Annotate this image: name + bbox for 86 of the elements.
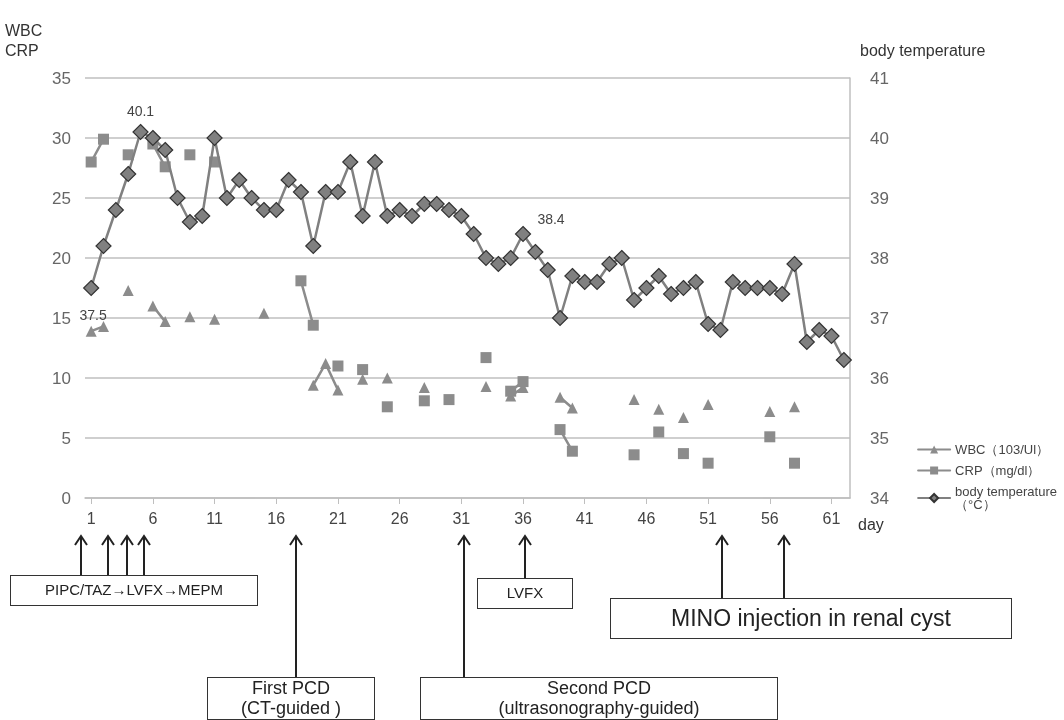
x-tick-label: 36 [514, 509, 533, 527]
point [505, 385, 517, 397]
point [702, 457, 714, 469]
y2-tick-label: 39 [870, 188, 889, 208]
x-axis-title: day [858, 515, 884, 533]
x-tick-label: 46 [637, 509, 656, 527]
point [258, 307, 270, 319]
point [788, 457, 800, 469]
point [147, 300, 159, 312]
point [566, 445, 578, 457]
y-tick-label: 5 [61, 428, 71, 448]
x-tick-label: 41 [575, 509, 594, 527]
y-tick-label: 15 [52, 308, 71, 328]
x-tick-label: 16 [267, 509, 286, 527]
point [307, 319, 319, 331]
y2-tick-label: 38 [870, 248, 889, 268]
x-tick-label: 56 [760, 509, 779, 527]
y2-tick-label: 36 [870, 368, 889, 388]
point [209, 313, 221, 325]
text: LVFX [477, 578, 573, 609]
text: PIPC/TAZ→LVFX→MEPM [10, 575, 258, 606]
point [98, 133, 110, 145]
y2-tick-label: 37 [870, 308, 889, 328]
point [702, 398, 714, 410]
point [184, 311, 196, 323]
x-tick-label: 26 [390, 509, 409, 527]
legend-label: CRP（mg/dl） [955, 463, 1041, 478]
point [332, 384, 344, 396]
point [554, 424, 566, 436]
point [85, 156, 97, 168]
y-tick-label: 35 [52, 68, 71, 88]
point [653, 403, 665, 415]
y-axis-title: WBC CRP [5, 21, 43, 59]
point [418, 395, 430, 407]
y2-tick-label: 34 [870, 488, 889, 508]
point [653, 426, 665, 438]
point [764, 406, 776, 418]
x-tick-label: 1 [86, 509, 96, 527]
data-label: 38.4 [537, 210, 565, 227]
point [443, 394, 455, 406]
point [332, 360, 344, 372]
x-tick-label: 11 [206, 509, 223, 527]
y-tick-label: 30 [52, 128, 71, 148]
point [554, 391, 566, 403]
y2-tick-label: 40 [870, 128, 889, 148]
y2-tick-label: 35 [870, 428, 889, 448]
y-tick-label: 25 [52, 188, 71, 208]
point [122, 284, 134, 296]
point [418, 382, 430, 394]
x-tick-label: 31 [452, 509, 471, 527]
x-tick-label: 61 [822, 509, 841, 527]
data-label: 40.1 [126, 102, 155, 119]
point [159, 316, 171, 328]
y2-tick-label: 41 [870, 68, 889, 88]
legend-label: WBC（103/Ul） [955, 442, 1050, 457]
point [184, 149, 196, 161]
point [566, 402, 578, 414]
point [480, 352, 492, 364]
point [98, 320, 110, 332]
point [357, 364, 369, 376]
data-label: 37.5 [79, 307, 108, 324]
point [85, 325, 97, 337]
y-tick-label: 0 [61, 488, 71, 508]
point [381, 401, 393, 413]
text: Second PCD (ultrasonography-guided) [420, 677, 778, 720]
point [764, 431, 776, 443]
point [677, 448, 689, 460]
legend-label: body temperature（°C） [955, 484, 1058, 512]
point [295, 275, 307, 287]
point [381, 372, 393, 384]
text: MINO injection in renal cyst [610, 598, 1012, 639]
point [307, 379, 319, 391]
x-tick-label: 51 [699, 509, 718, 527]
text: First PCD (CT-guided ) [207, 677, 375, 720]
x-tick-label: 21 [329, 509, 347, 527]
point [320, 358, 332, 370]
point [480, 380, 492, 392]
point [788, 401, 800, 413]
point [628, 394, 640, 406]
x-tick-label: 6 [148, 509, 158, 527]
point [628, 449, 640, 461]
y-tick-label: 10 [52, 368, 71, 388]
y-tick-label: 20 [52, 248, 71, 268]
point [517, 376, 529, 388]
point [677, 412, 689, 424]
y2-axis-title: body temperature [860, 41, 986, 59]
